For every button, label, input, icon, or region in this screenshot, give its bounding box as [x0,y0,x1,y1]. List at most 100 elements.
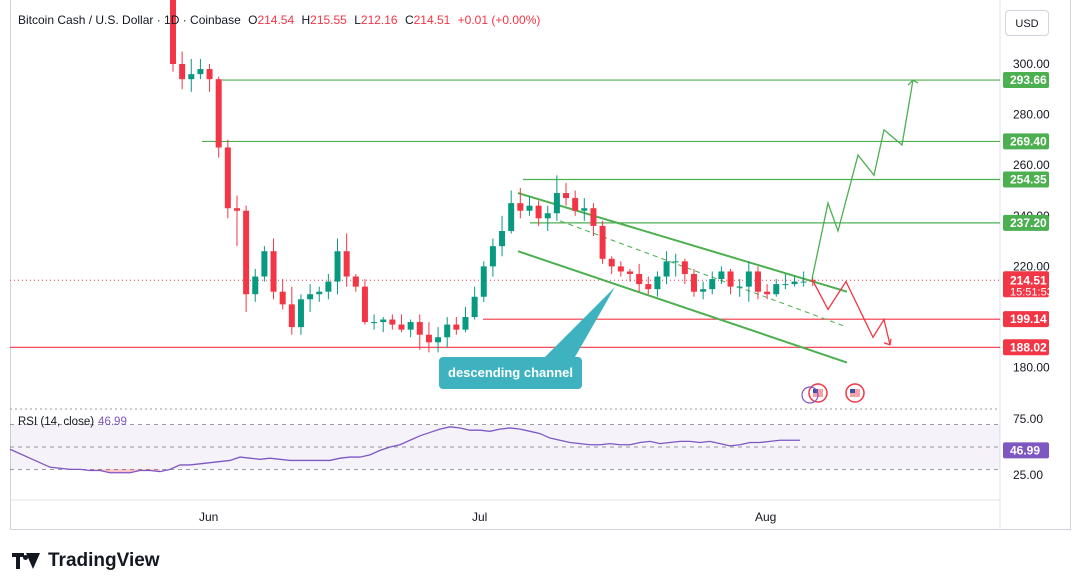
candle-body [197,69,204,75]
last-price-badge [1003,271,1049,298]
price-level-badge [1003,339,1049,356]
candle-body [288,304,295,328]
candle-body [709,279,716,290]
bullish-projection-path [811,79,914,280]
candle-body [636,273,643,285]
candle-body [206,69,213,80]
last-price-label: 214.51 [1010,273,1047,287]
low-value: 212.16 [360,13,398,27]
candle-body [270,251,277,292]
candle-body [471,296,478,317]
candle-body [672,261,679,263]
candle-body [553,193,560,214]
candle-body [297,299,304,328]
candle-body [773,284,780,295]
candle-body [425,334,432,343]
candle-body [462,317,469,330]
time-tick-label: Jul [472,510,487,524]
candle-body [416,322,423,335]
candle-body [343,251,350,277]
countdown-label: 15:51:53 [1010,286,1053,298]
candle-body [188,74,195,80]
channel-lower-line [517,250,848,364]
candle-body [800,281,807,283]
candle-body [453,324,460,330]
candle-body [718,271,725,280]
high-label: H [301,13,311,27]
descending-channel-callout[interactable]: descending channel [439,357,582,389]
candle-body [754,271,761,292]
brand-name: TradingView [48,550,160,571]
price-chart[interactable]: 300.00280.00260.00240.00220.00180.00293.… [0,0,1080,540]
candle-body [736,286,743,288]
rsi-label: RSI (14, close) [18,416,95,428]
price-level-label: 199.14 [1010,312,1047,326]
candle-body [563,193,570,199]
candle-body [727,271,734,287]
candle-body [407,322,414,330]
close-label: C [404,13,414,27]
high-value: 215.55 [310,13,347,27]
rsi-value-label: 46.99 [1010,443,1040,457]
price-level-badge [1003,133,1049,150]
time-tick-label: Jun [199,510,218,524]
candle-body [398,324,405,330]
price-tick-label: 220.00 [1013,259,1050,273]
candle-body [581,208,588,211]
rsi-value: 46.99 [98,416,127,428]
price-level-label: 237.20 [1010,216,1047,230]
us-flag-icon [813,389,818,393]
price-level-label: 269.40 [1010,134,1047,148]
candle-body [334,251,341,282]
candle-body [663,261,670,277]
candle-body [590,208,597,226]
tradingview-logo[interactable]: TradingView [12,549,160,573]
price-level-label: 293.66 [1010,73,1047,87]
time-tick-label: Aug [755,510,776,524]
callout-pointer [545,287,615,357]
us-flag-icon [850,389,855,393]
currency-button[interactable]: USD [1005,10,1049,36]
bearish-projection-path [811,278,891,345]
bullish-arrowhead [907,79,919,86]
price-level-badge [1003,311,1049,328]
price-level-badge [1003,171,1049,188]
candle-body [252,276,259,295]
candle-body [480,266,487,297]
candle-body [599,225,606,259]
candle-body [389,319,396,325]
channel-upper-line [517,192,848,293]
candle-body [489,246,496,267]
price-tick-label: 280.00 [1013,108,1050,122]
symbol-title: Bitcoin Cash / U.S. Dollar · 1D · Coinba… [18,13,241,27]
price-level-label: 188.02 [1010,340,1047,354]
candle-body [179,64,186,80]
rsi-line [9,426,800,474]
candle-body [627,271,633,274]
candle-body [535,205,542,219]
bearish-arrowhead [883,338,892,346]
rsi-value-badge [1003,442,1049,459]
candle-body [700,289,707,292]
price-level-badge [1003,214,1049,231]
price-level-label: 254.35 [1010,172,1047,186]
chart-frame [10,0,1071,530]
price-tick-label: 300.00 [1013,57,1050,71]
candle-body [435,337,442,343]
candle-body [233,208,240,211]
candle-body [361,286,368,323]
candle-body [371,322,378,324]
candle-body [215,79,222,148]
candle-body [444,324,451,338]
candle-body [307,294,314,300]
open-value: 214.54 [257,13,295,27]
channel-mid-line [559,220,848,328]
candle-body [645,284,652,290]
low-label: L [354,13,361,27]
candle-body [261,251,268,277]
candle-body [608,258,615,267]
candle-body [572,198,579,211]
candle-body [517,203,524,211]
candle-body [243,210,250,295]
candle-body [279,291,286,305]
